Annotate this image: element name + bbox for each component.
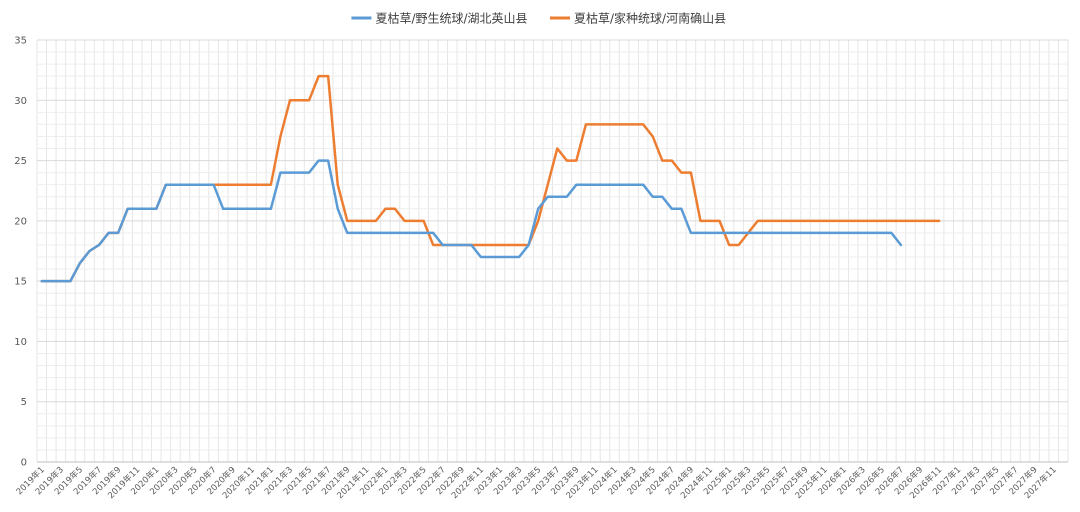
- series-lines: [40, 74, 941, 283]
- y-tick-label: 5: [21, 397, 27, 408]
- series-line-2: [40, 74, 941, 283]
- y-tick-label: 25: [14, 156, 27, 167]
- y-tick-label: 20: [14, 216, 27, 227]
- axes: 051015202530352019年12019年32019年52019年720…: [14, 36, 1068, 501]
- y-tick-label: 15: [14, 277, 27, 288]
- y-tick-label: 0: [21, 458, 27, 469]
- legend-item-2[interactable]: 夏枯草/家种统球/河南确山县: [550, 11, 726, 26]
- y-tick-label: 35: [14, 36, 27, 47]
- legend-label: 夏枯草/家种统球/河南确山县: [574, 11, 726, 26]
- series-line-1: [40, 159, 903, 283]
- legend-item-1[interactable]: 夏枯草/野生统球/湖北英山县: [351, 11, 528, 26]
- legend-label: 夏枯草/野生统球/湖北英山县: [375, 11, 527, 26]
- y-tick-label: 10: [14, 337, 27, 348]
- y-tick-label: 30: [14, 96, 27, 107]
- legend[interactable]: 夏枯草/野生统球/湖北英山县 夏枯草/家种统球/河南确山县: [351, 11, 726, 26]
- grid: [36, 39, 1069, 463]
